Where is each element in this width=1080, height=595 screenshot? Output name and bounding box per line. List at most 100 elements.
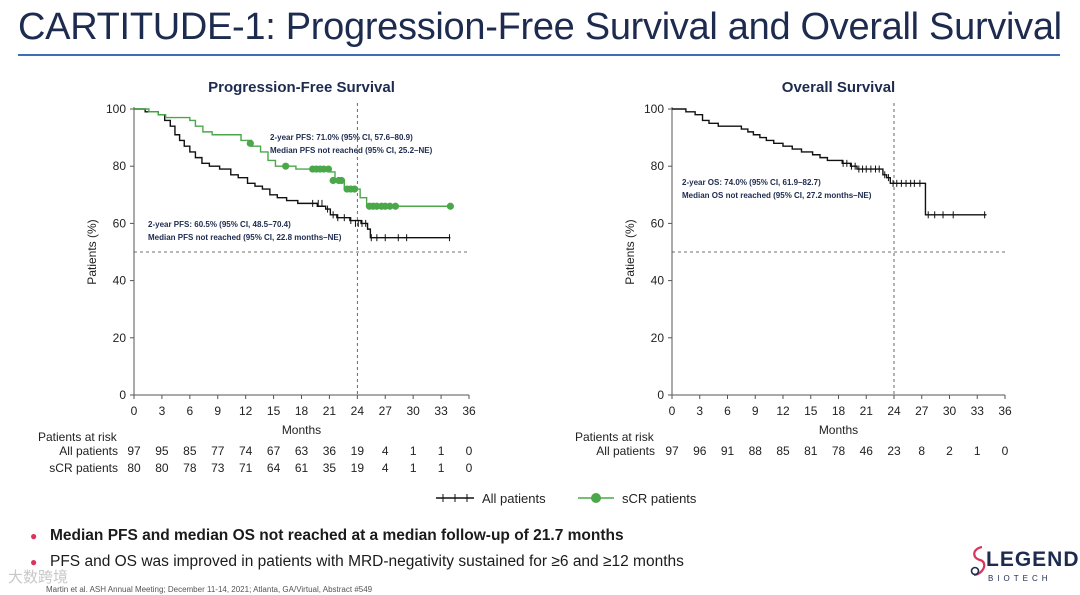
at-risk-value: 61 (295, 461, 309, 475)
at-risk-value: 1 (438, 444, 445, 458)
x-tick-label: 9 (214, 404, 221, 418)
bullet-item: ● PFS and OS was improved in patients wi… (30, 549, 684, 575)
at-risk-label: All patients (596, 444, 655, 458)
at-risk-value: 35 (323, 461, 337, 475)
y-tick-label: 0 (657, 388, 664, 402)
at-risk-value: 80 (155, 461, 169, 475)
at-risk-value: 91 (721, 444, 735, 458)
bullet-text: PFS and OS was improved in patients with… (50, 553, 684, 570)
at-risk-value: 80 (127, 461, 141, 475)
y-tick-label: 20 (651, 331, 665, 345)
bullet-text: Median PFS and median OS not reached at … (50, 527, 624, 544)
legend-dot-scr-patients (591, 493, 601, 503)
km-curve-all-patients (672, 108, 987, 216)
x-tick-label: 33 (971, 404, 985, 418)
censor-mark-scr-patients (386, 202, 394, 210)
chart-annotation: 2-year PFS: 60.5% (95% CI, 48.5–70.4) (148, 220, 291, 229)
x-tick-label: 15 (267, 404, 281, 418)
y-tick-label: 100 (644, 102, 664, 116)
at-risk-value: 74 (239, 444, 253, 458)
at-risk-value: 23 (887, 444, 901, 458)
censor-mark-scr-patients (446, 202, 454, 210)
bullet-dot: ● (30, 555, 38, 569)
censor-mark-scr-patients (282, 162, 290, 170)
x-tick-label: 15 (804, 404, 818, 418)
chart-annotation: Median PFS not reached (95% CI, 22.8 mon… (148, 233, 342, 242)
y-tick-label: 80 (113, 159, 127, 173)
legend-label-scr-patients: sCR patients (622, 491, 697, 506)
at-risk-value: 1 (974, 444, 981, 458)
chart-annotation: Median PFS not reached (95% CI, 25.2–NE) (270, 146, 433, 155)
chart-annotation: 2-year OS: 74.0% (95% CI, 61.9–82.7) (682, 178, 821, 187)
x-tick-label: 36 (998, 404, 1012, 418)
y-tick-label: 60 (113, 216, 127, 230)
watermark: 大数跨境 (8, 569, 69, 586)
x-tick-label: 6 (724, 404, 731, 418)
x-tick-label: 24 (887, 404, 901, 418)
y-tick-label: 100 (106, 102, 126, 116)
x-tick-label: 33 (434, 404, 448, 418)
at-risk-value: 36 (323, 444, 337, 458)
logo-mark-icon (970, 545, 986, 577)
at-risk-value: 1 (410, 444, 417, 458)
y-tick-label: 60 (651, 216, 665, 230)
at-risk-value: 0 (466, 461, 473, 475)
x-axis-label: Months (819, 423, 858, 437)
x-tick-label: 9 (752, 404, 759, 418)
at-risk-value: 97 (127, 444, 141, 458)
at-risk-value: 85 (183, 444, 197, 458)
at-risk-value: 0 (1002, 444, 1009, 458)
at-risk-value: 97 (665, 444, 679, 458)
y-tick-label: 20 (113, 331, 127, 345)
at-risk-value: 46 (860, 444, 874, 458)
censor-mark-scr-patients (337, 176, 346, 185)
at-risk-value: 77 (211, 444, 225, 458)
x-tick-label: 21 (860, 404, 874, 418)
at-risk-label: sCR patients (49, 461, 118, 475)
x-tick-label: 12 (239, 404, 253, 418)
at-risk-value: 19 (351, 444, 365, 458)
x-tick-label: 12 (776, 404, 790, 418)
x-tick-label: 24 (351, 404, 365, 418)
y-tick-label: 80 (651, 159, 665, 173)
chart-title: Overall Survival (782, 79, 895, 96)
bullet-dot: ● (30, 529, 38, 543)
at-risk-value: 1 (410, 461, 417, 475)
km-curve-scr-patients (134, 108, 451, 207)
at-risk-value: 64 (267, 461, 281, 475)
slide-title: CARTITUDE-1: Progression-Free Survival a… (18, 6, 1062, 48)
y-tick-label: 40 (113, 274, 127, 288)
x-tick-label: 27 (915, 404, 929, 418)
bullet-item: ● Median PFS and median OS not reached a… (30, 523, 684, 549)
censor-mark-scr-patients (246, 139, 254, 147)
x-tick-label: 30 (406, 404, 420, 418)
censor-mark-scr-patients (324, 165, 333, 173)
at-risk-header: Patients at risk (575, 430, 655, 444)
at-risk-value: 95 (155, 444, 169, 458)
title-rule (18, 54, 1060, 56)
at-risk-value: 78 (832, 444, 846, 458)
censor-mark-scr-patients (391, 202, 400, 210)
at-risk-value: 85 (776, 444, 790, 458)
km-curve-all-patients (134, 108, 451, 239)
at-risk-value: 2 (946, 444, 953, 458)
at-risk-value: 19 (351, 461, 365, 475)
at-risk-value: 0 (466, 444, 473, 458)
x-tick-label: 0 (131, 404, 138, 418)
at-risk-value: 67 (267, 444, 281, 458)
at-risk-value: 81 (804, 444, 818, 458)
footnote: Martin et al. ASH Annual Meeting; Decemb… (46, 585, 373, 594)
at-risk-label: All patients (59, 444, 118, 458)
at-risk-value: 1 (438, 461, 445, 475)
x-tick-label: 18 (832, 404, 846, 418)
x-tick-label: 3 (159, 404, 166, 418)
logo-sub: BIOTECH (988, 574, 1052, 583)
at-risk-header: Patients at risk (38, 430, 118, 444)
x-tick-label: 36 (462, 404, 476, 418)
y-tick-label: 40 (651, 274, 665, 288)
censor-mark-scr-patients (350, 185, 359, 193)
at-risk-value: 71 (239, 461, 253, 475)
y-axis-label: Patients (%) (623, 219, 637, 284)
chart-title: Progression-Free Survival (208, 79, 395, 96)
